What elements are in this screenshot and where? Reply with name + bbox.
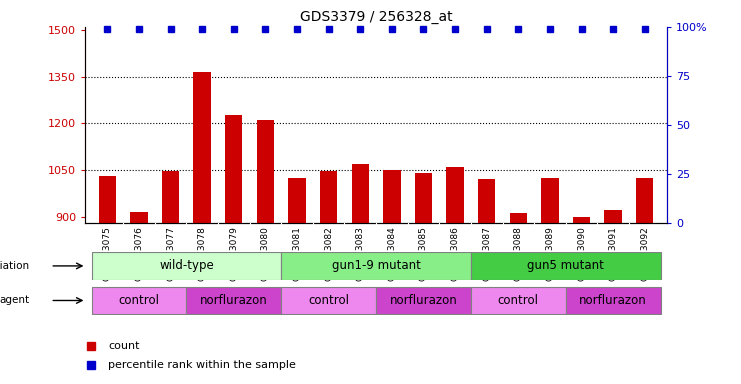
Bar xyxy=(510,213,527,223)
Text: norflurazon: norflurazon xyxy=(390,294,457,307)
Text: gun1-9 mutant: gun1-9 mutant xyxy=(332,260,420,272)
Bar xyxy=(130,212,147,223)
Text: count: count xyxy=(108,341,140,351)
Title: GDS3379 / 256328_at: GDS3379 / 256328_at xyxy=(300,10,452,25)
Bar xyxy=(92,286,187,314)
Text: gun5 mutant: gun5 mutant xyxy=(528,260,604,272)
Text: norflurazon: norflurazon xyxy=(200,294,268,307)
Text: wild-type: wild-type xyxy=(159,260,213,272)
Text: control: control xyxy=(119,294,159,307)
Bar xyxy=(282,252,471,280)
Bar xyxy=(193,72,211,223)
Text: GSM323089: GSM323089 xyxy=(545,226,554,281)
Bar xyxy=(256,120,274,223)
Bar xyxy=(636,178,654,223)
Bar xyxy=(446,167,464,223)
Text: GSM323083: GSM323083 xyxy=(356,226,365,281)
Text: GSM323076: GSM323076 xyxy=(134,226,144,281)
Text: GSM323088: GSM323088 xyxy=(514,226,523,281)
Text: GSM323092: GSM323092 xyxy=(640,226,649,281)
Text: GSM323090: GSM323090 xyxy=(577,226,586,281)
Text: GSM323084: GSM323084 xyxy=(388,226,396,281)
Bar xyxy=(565,286,660,314)
Bar xyxy=(225,116,242,223)
Text: GSM323086: GSM323086 xyxy=(451,226,459,281)
Bar xyxy=(478,179,496,223)
Bar xyxy=(471,286,565,314)
Bar xyxy=(605,210,622,223)
Bar xyxy=(376,286,471,314)
Bar xyxy=(92,252,282,280)
Text: GSM323075: GSM323075 xyxy=(103,226,112,281)
Text: agent: agent xyxy=(0,295,30,306)
Text: GSM323085: GSM323085 xyxy=(419,226,428,281)
Bar xyxy=(187,286,282,314)
Text: GSM323091: GSM323091 xyxy=(608,226,618,281)
Bar xyxy=(99,176,116,223)
Bar xyxy=(351,164,369,223)
Bar xyxy=(162,171,179,223)
Text: GSM323082: GSM323082 xyxy=(324,226,333,281)
Text: control: control xyxy=(498,294,539,307)
Text: control: control xyxy=(308,294,349,307)
Text: GSM323077: GSM323077 xyxy=(166,226,175,281)
Bar xyxy=(288,178,306,223)
Text: GSM323081: GSM323081 xyxy=(293,226,302,281)
Bar xyxy=(471,252,660,280)
Bar xyxy=(282,286,376,314)
Text: norflurazon: norflurazon xyxy=(579,294,647,307)
Text: GSM323080: GSM323080 xyxy=(261,226,270,281)
Text: GSM323078: GSM323078 xyxy=(198,226,207,281)
Text: GSM323087: GSM323087 xyxy=(482,226,491,281)
Bar xyxy=(415,173,432,223)
Bar xyxy=(383,170,401,223)
Bar xyxy=(320,171,337,223)
Bar xyxy=(573,217,591,223)
Text: percentile rank within the sample: percentile rank within the sample xyxy=(108,360,296,370)
Text: GSM323079: GSM323079 xyxy=(229,226,239,281)
Bar xyxy=(541,178,559,223)
Text: genotype/variation: genotype/variation xyxy=(0,261,30,271)
